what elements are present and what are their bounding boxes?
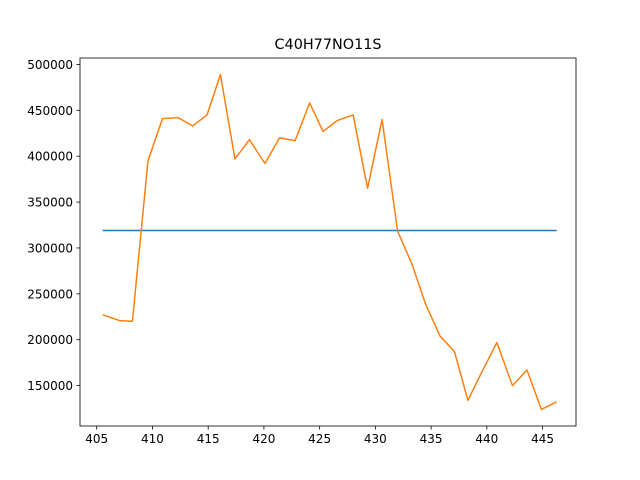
y-tick-label: 150000 <box>27 379 73 393</box>
chart-title: C40H77NO11S <box>274 37 381 53</box>
y-tick-label: 250000 <box>27 287 73 301</box>
x-tick-label: 410 <box>141 432 164 446</box>
x-tick-label: 405 <box>85 432 108 446</box>
y-tick-label: 400000 <box>27 150 73 164</box>
x-tick-label: 420 <box>252 432 275 446</box>
x-tick-label: 425 <box>308 432 331 446</box>
y-tick-label: 450000 <box>27 104 73 118</box>
y-tick-label: 200000 <box>27 333 73 347</box>
plot-area <box>102 73 557 411</box>
x-tick-label: 430 <box>364 432 387 446</box>
y-tick-label: 500000 <box>27 58 73 72</box>
x-tick-label: 440 <box>475 432 498 446</box>
x-tick-label: 435 <box>420 432 443 446</box>
y-tick-label: 350000 <box>27 196 73 210</box>
series-line-2 <box>102 73 557 411</box>
x-tick-label: 415 <box>197 432 220 446</box>
plot-frame <box>79 57 577 427</box>
x-tick-label: 445 <box>531 432 554 446</box>
y-tick-label: 300000 <box>27 241 73 255</box>
